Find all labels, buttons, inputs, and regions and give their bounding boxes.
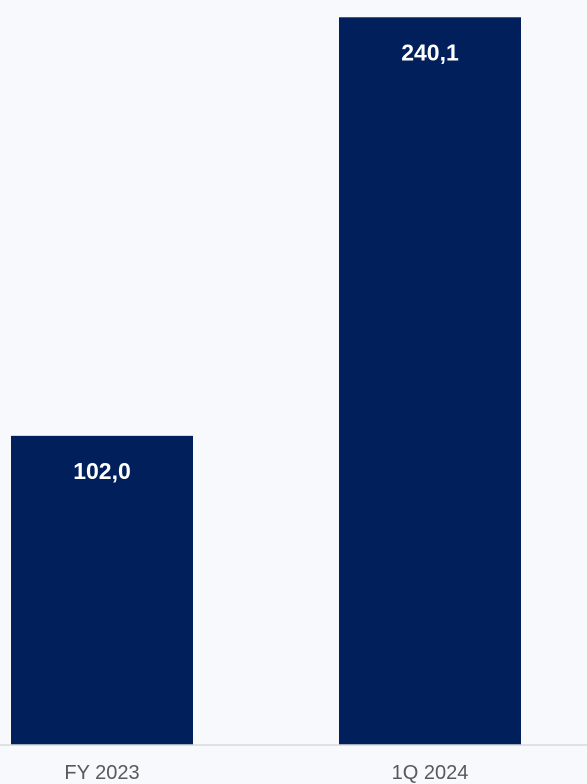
value-label: 102,0 xyxy=(73,458,131,484)
bars-group xyxy=(11,17,521,745)
bar-fy-2023 xyxy=(11,435,193,745)
labels-group: 102,0 FY 2023 240,1 1Q 2024 xyxy=(64,39,468,784)
x-tick-label: FY 2023 xyxy=(64,762,139,784)
bar-1q-2024 xyxy=(339,17,521,745)
value-label: 240,1 xyxy=(401,39,459,65)
x-tick-label: 1Q 2024 xyxy=(392,762,469,784)
